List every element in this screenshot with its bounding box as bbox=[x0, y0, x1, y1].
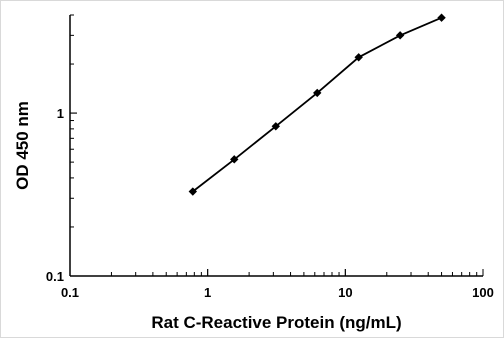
y-tick-label: 0.1 bbox=[46, 269, 64, 284]
tick-labels: 0.1 1 10 100 0.1 1 bbox=[46, 106, 494, 300]
axes bbox=[69, 14, 484, 277]
x-axis-title: Rat C-Reactive Protein (ng/mL) bbox=[151, 313, 401, 332]
series-line bbox=[192, 16, 442, 193]
data-point bbox=[354, 53, 363, 62]
data-point bbox=[395, 31, 405, 40]
x-tick-label: 0.1 bbox=[61, 285, 79, 300]
y-axis-title: OD 450 nm bbox=[13, 101, 32, 190]
data-point bbox=[230, 155, 239, 164]
data-point bbox=[313, 88, 322, 98]
plot-area bbox=[188, 13, 446, 196]
x-tick-label: 100 bbox=[472, 285, 494, 300]
data-point bbox=[188, 187, 198, 196]
y-tick-label: 1 bbox=[57, 106, 64, 121]
data-point bbox=[271, 122, 280, 131]
x-tick-label: 1 bbox=[204, 285, 211, 300]
x-tick-label: 10 bbox=[338, 285, 352, 300]
data-point bbox=[437, 13, 446, 22]
